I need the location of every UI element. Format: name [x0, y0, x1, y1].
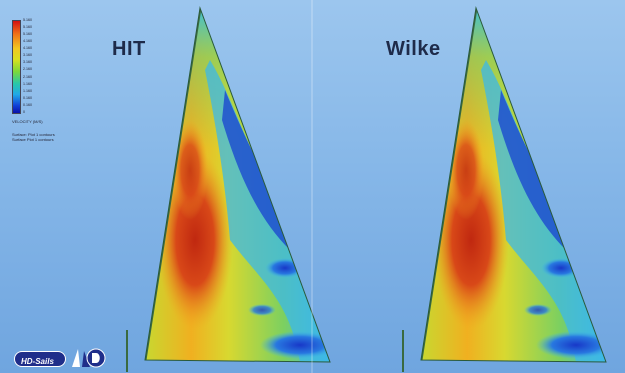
legend-tick: 4.160 [23, 39, 32, 44]
model-label-wilke: Wilke [386, 38, 441, 60]
legend-ticks: 5.160 5.160 5.160 4.160 4.160 3.160 3.16… [23, 18, 32, 114]
logo-badge: HD-Sails [14, 351, 66, 367]
logo-text: HD-Sails [21, 357, 54, 366]
hd-sails-logo: HD-Sails [14, 347, 106, 369]
legend-tick: 4.160 [23, 46, 32, 51]
legend-tick: 1.160 [23, 81, 32, 86]
legend-colorbar [12, 20, 21, 114]
model-label-hit: HIT [112, 38, 146, 60]
legend-tick: 5.160 [23, 25, 32, 30]
legend-tick: 2.160 [23, 74, 32, 79]
sail-mark-icon [72, 348, 106, 368]
legend-tick: 0.160 [23, 95, 32, 100]
legend-unit: VELOCITY (M/S) [12, 119, 43, 124]
legend-tick: 0.160 [23, 102, 32, 107]
legend-note: Surface: Plot 1 contours [12, 132, 55, 137]
legend-tick: 0 [23, 109, 25, 114]
legend-tick: 1.160 [23, 88, 32, 93]
legend-tick: 3.160 [23, 53, 32, 58]
color-legend: 5.160 5.160 5.160 4.160 4.160 3.160 3.16… [10, 18, 70, 142]
legend-tick: 2.160 [23, 67, 32, 72]
legend-tick: 5.160 [23, 18, 32, 22]
legend-note: Surface Plot 1 contours [12, 137, 54, 142]
legend-tick: 3.160 [23, 60, 32, 65]
legend-tick: 5.160 [23, 32, 32, 37]
